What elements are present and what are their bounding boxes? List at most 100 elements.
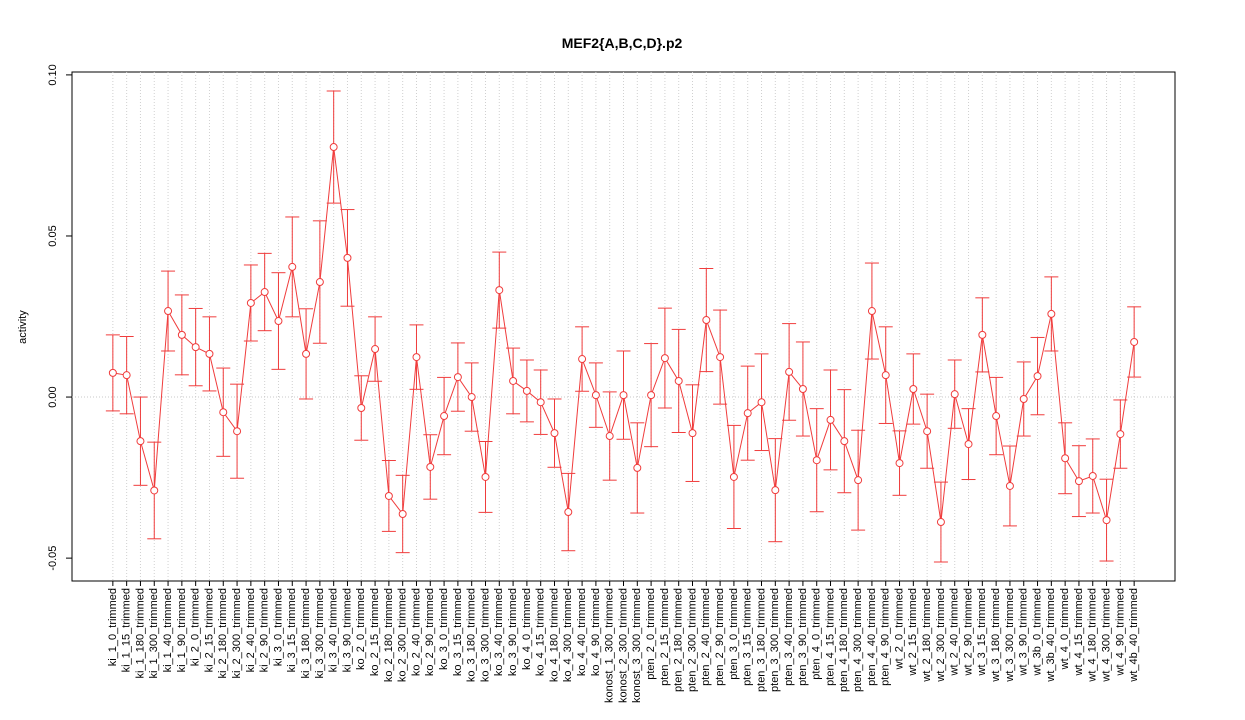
- data-point: [895, 459, 904, 468]
- data-point: [771, 486, 780, 495]
- x-tick-label: ko_4_300_trimmed: [562, 588, 574, 682]
- x-tick-label: pten_2_0_trimmed: [645, 588, 657, 680]
- x-tick-label: ko_3_40_trimmed: [493, 588, 505, 676]
- data-point: [1005, 481, 1014, 490]
- x-tick-label: ki_2_90_trimmed: [259, 588, 271, 672]
- x-tick-label: pten_2_300_trimmed: [686, 588, 698, 692]
- x-tick-label: pten_4_40_trimmed: [866, 588, 878, 686]
- x-tick-label: ki_3_15_trimmed: [286, 588, 298, 672]
- data-point: [122, 371, 131, 380]
- x-tick-label: ki_3_300_trimmed: [314, 588, 326, 679]
- data-point: [826, 415, 835, 424]
- data-point: [426, 462, 435, 471]
- x-tick-label: pten_3_40_trimmed: [783, 588, 795, 686]
- data-point: [633, 463, 642, 472]
- x-tick-label: ki_1_0_trimmed: [107, 588, 119, 666]
- data-point: [177, 330, 186, 339]
- x-tick-label: wt_2_300_trimmed: [935, 588, 947, 683]
- data-point: [591, 391, 600, 400]
- data-point: [867, 307, 876, 316]
- data-point: [812, 456, 821, 465]
- x-tick-label: wt_3_90_trimmed: [1018, 588, 1030, 676]
- x-tick-label: pten_2_180_trimmed: [673, 588, 685, 692]
- data-point: [329, 143, 338, 152]
- x-tick-label: wt_2_40_trimmed: [949, 588, 961, 676]
- x-tick-label: wt_4b_40_trimmed: [1128, 588, 1140, 683]
- x-tick-label: wt_3b_0_trimmed: [1031, 588, 1043, 676]
- data-point: [495, 286, 504, 295]
- x-tick-label: pten_3_90_trimmed: [797, 588, 809, 686]
- x-tick-label: ko_2_300_trimmed: [397, 588, 409, 682]
- x-tick-label: ko_3_15_trimmed: [452, 588, 464, 676]
- data-point: [1033, 372, 1042, 381]
- data-point: [343, 253, 352, 262]
- data-point: [936, 518, 945, 527]
- data-point: [964, 440, 973, 449]
- x-tick-label: wt_3_300_trimmed: [1004, 588, 1016, 683]
- x-tick-label: ki_1_180_trimmed: [134, 588, 146, 679]
- x-tick-label: wt_2_15_trimmed: [907, 588, 919, 676]
- data-point: [481, 472, 490, 481]
- data-point: [164, 307, 173, 316]
- data-point: [453, 373, 462, 382]
- x-tick-label: pten_4_15_trimmed: [824, 588, 836, 686]
- x-tick-label: ki_1_90_trimmed: [176, 588, 188, 672]
- x-tick-label: ki_2_0_trimmed: [190, 588, 202, 666]
- y-tick-label: 0.00: [47, 386, 59, 407]
- x-tick-label: wt_4_90_trimmed: [1114, 588, 1126, 676]
- y-axis-label: activity: [17, 310, 29, 344]
- data-point: [674, 376, 683, 385]
- data-point: [108, 368, 117, 377]
- data-point: [716, 353, 725, 362]
- data-point: [619, 391, 628, 400]
- x-tick-label: ko_3_90_trimmed: [507, 588, 519, 676]
- x-tick-label: ki_2_15_trimmed: [203, 588, 215, 672]
- x-tick-label: ki_2_300_trimmed: [231, 588, 243, 679]
- data-point: [743, 409, 752, 418]
- x-tick-label: ki_3_180_trimmed: [300, 588, 312, 679]
- data-point: [191, 343, 200, 352]
- data-point: [660, 354, 669, 363]
- x-tick-label: wt_4_0_trimmed: [1059, 588, 1071, 670]
- x-tick-label: pten_4_0_trimmed: [811, 588, 823, 680]
- data-point: [1061, 454, 1070, 463]
- x-tick-label: pten_4_180_trimmed: [838, 588, 850, 692]
- x-tick-label: wt_3b_40_trimmed: [1045, 588, 1057, 683]
- data-point: [881, 371, 890, 380]
- data-point: [246, 298, 255, 307]
- data-point: [1130, 337, 1139, 346]
- data-point: [357, 404, 366, 413]
- data-point: [412, 353, 421, 362]
- x-tick-label: ko_2_90_trimmed: [424, 588, 436, 676]
- data-point: [798, 384, 807, 393]
- data-point: [260, 288, 269, 297]
- data-point: [950, 390, 959, 399]
- data-point: [219, 408, 228, 417]
- data-point: [978, 330, 987, 339]
- x-tick-label: pten_3_0_trimmed: [728, 588, 740, 680]
- x-tick-label: ki_1_40_trimmed: [162, 588, 174, 672]
- data-point: [578, 355, 587, 364]
- x-tick-label: ki_1_15_trimmed: [121, 588, 133, 672]
- y-tick-label: 0.05: [47, 225, 59, 246]
- data-point: [605, 432, 614, 441]
- x-tick-label: ko_2_15_trimmed: [369, 588, 381, 676]
- x-tick-label: ko_4_90_trimmed: [590, 588, 602, 676]
- x-tick-label: wt_4_180_trimmed: [1087, 588, 1099, 683]
- x-tick-label: wt_4_15_trimmed: [1073, 588, 1085, 676]
- x-tick-label: ko_2_40_trimmed: [410, 588, 422, 676]
- x-tick-label: ko_2_180_trimmed: [383, 588, 395, 682]
- x-tick-label: ko_3_0_trimmed: [438, 588, 450, 670]
- data-point: [840, 437, 849, 446]
- data-point: [233, 427, 242, 436]
- data-point: [150, 486, 159, 495]
- x-tick-label: konost_1_300_trimmed: [604, 588, 616, 703]
- x-tick-label: wt_2_90_trimmed: [962, 588, 974, 676]
- data-point: [1102, 516, 1111, 525]
- x-tick-label: ko_4_40_trimmed: [576, 588, 588, 676]
- x-tick-label: pten_3_180_trimmed: [755, 588, 767, 692]
- y-tick-label: -0.05: [47, 546, 59, 571]
- x-tick-label: ko_3_180_trimmed: [466, 588, 478, 682]
- x-tick-label: ki_2_180_trimmed: [217, 588, 229, 679]
